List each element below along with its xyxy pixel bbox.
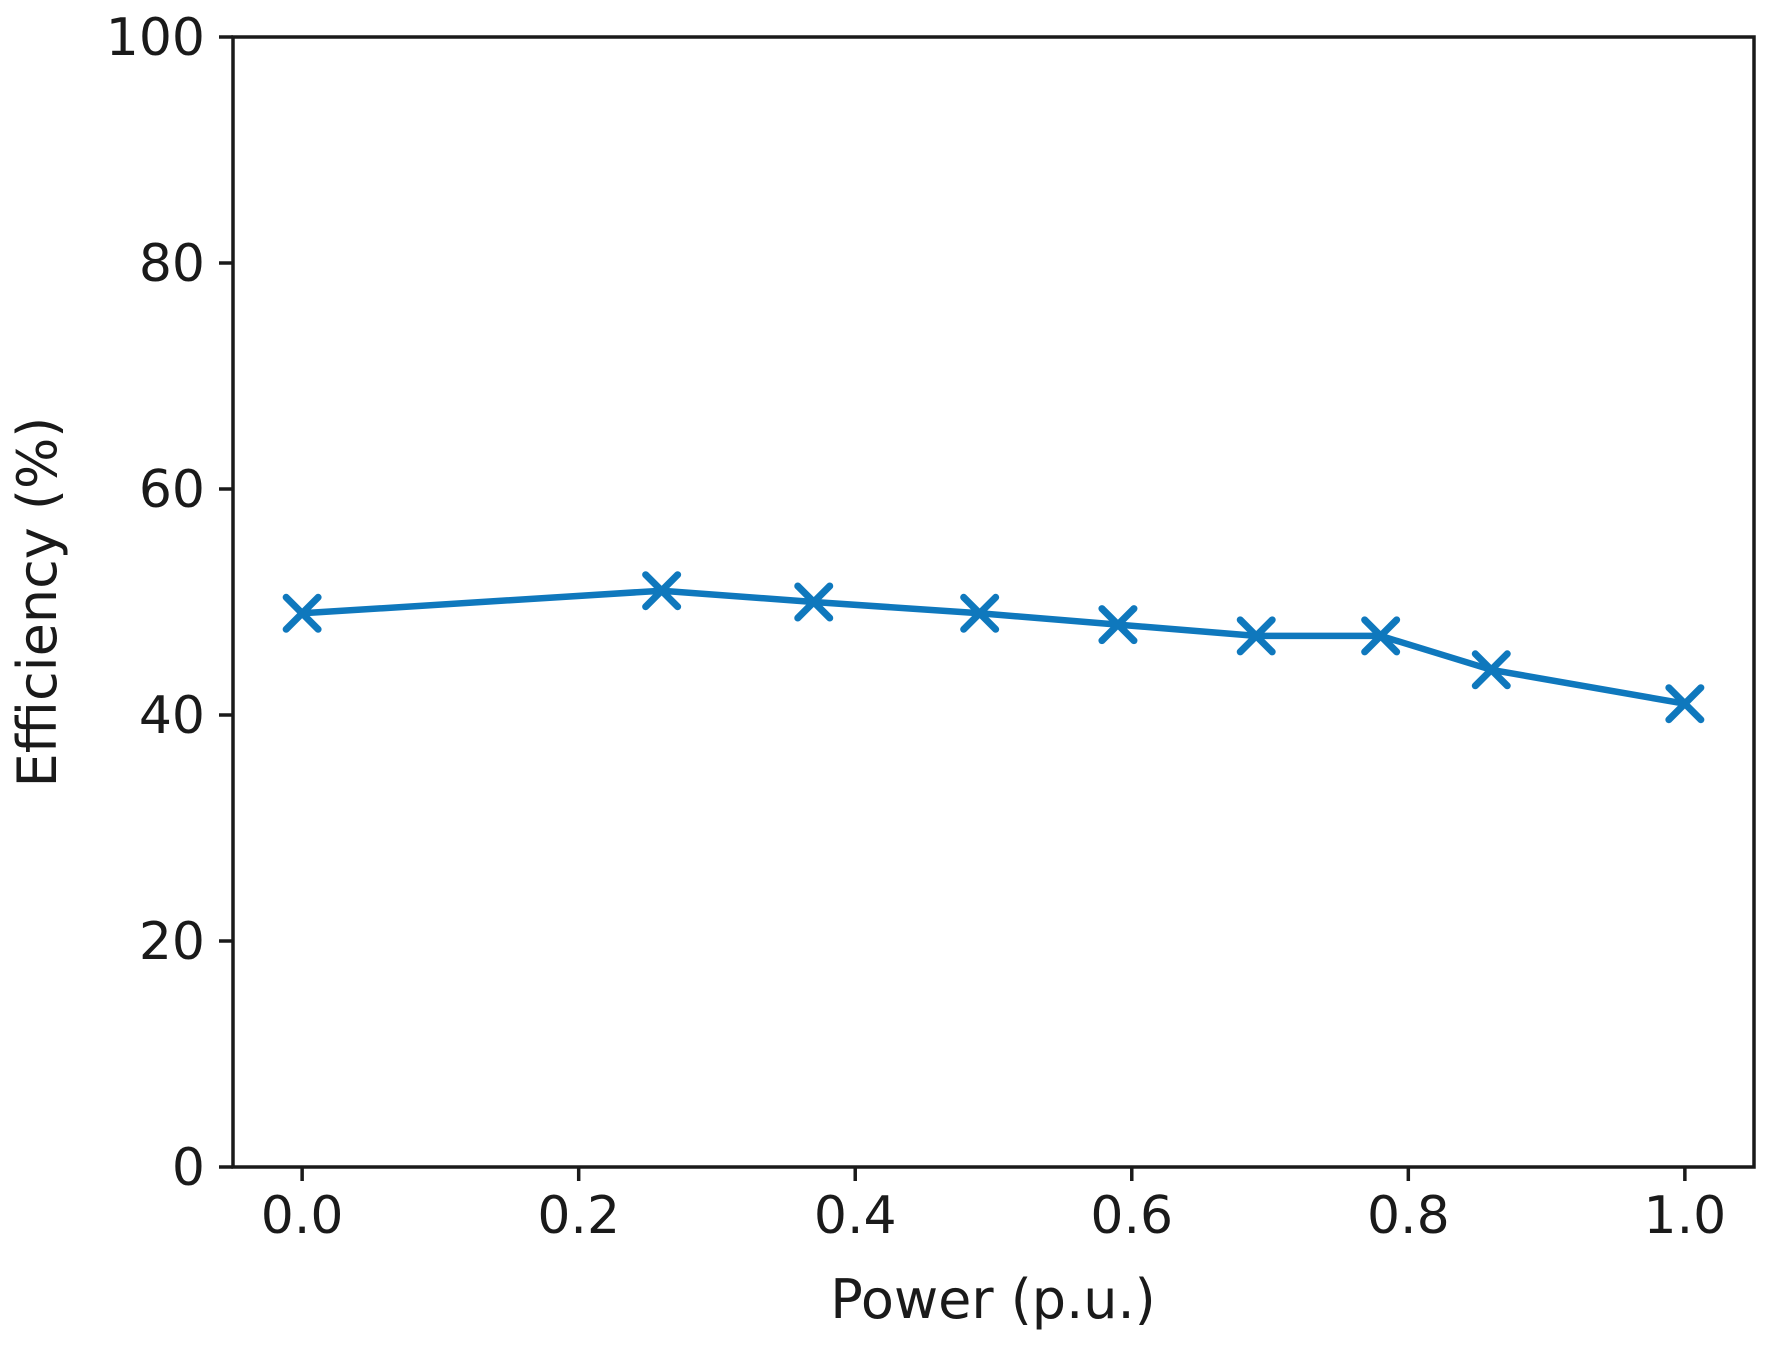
data-marker xyxy=(960,593,1000,633)
data-marker xyxy=(1098,605,1138,645)
x-tick-label: 1.0 xyxy=(1644,1186,1727,1246)
x-tick-label: 0.2 xyxy=(537,1186,620,1246)
x-tick-label: 0.8 xyxy=(1367,1186,1450,1246)
data-marker xyxy=(1471,650,1511,690)
data-marker xyxy=(794,582,834,622)
y-tick-label: 0 xyxy=(172,1138,205,1198)
y-tick-label: 40 xyxy=(139,686,205,746)
data-marker xyxy=(1665,684,1705,724)
y-tick-label: 20 xyxy=(139,912,205,972)
data-marker xyxy=(282,593,322,633)
data-marker xyxy=(1361,616,1401,656)
y-tick-label: 80 xyxy=(139,234,205,294)
x-axis-label: Power (p.u.) xyxy=(830,1268,1155,1331)
y-tick-label: 100 xyxy=(106,8,205,68)
x-tick-label: 0.4 xyxy=(814,1186,897,1246)
x-tick-label: 0.0 xyxy=(261,1186,344,1246)
plot-area: 0.0 0.2 0.4 0.6 0.8 1.0 0 20 40 60 80 100 xyxy=(106,8,1756,1246)
y-tick-label: 60 xyxy=(139,460,205,520)
data-marker xyxy=(642,571,682,611)
x-tick-label: 0.6 xyxy=(1090,1186,1173,1246)
y-axis-label: Efficiency (%) xyxy=(6,417,69,788)
data-marker xyxy=(1236,616,1276,656)
